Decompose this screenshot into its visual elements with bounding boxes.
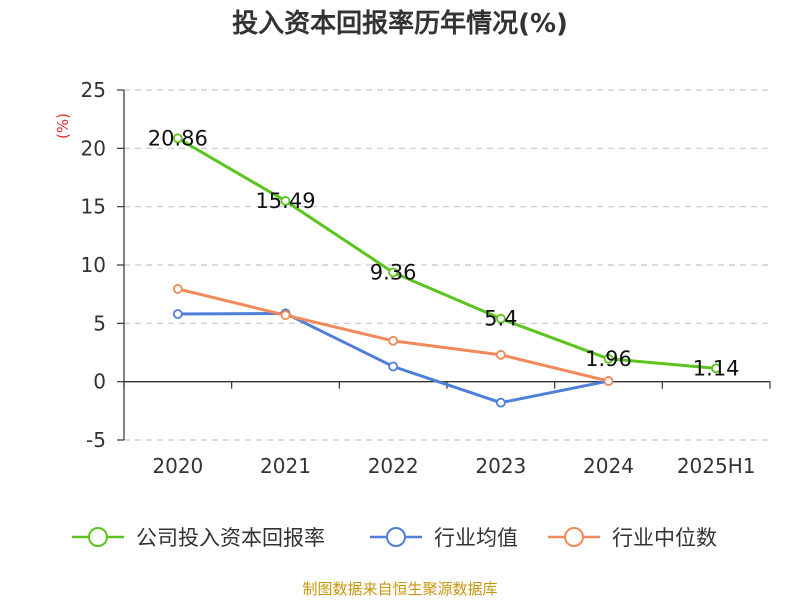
y-axis-ticks: 25 20 15 10 5 0 -5 — [81, 78, 124, 452]
data-label: 1.96 — [585, 347, 632, 371]
legend-label: 公司投入资本回报率 — [136, 526, 325, 550]
data-point — [603, 353, 614, 364]
series-lines — [172, 133, 722, 408]
y-axis-unit-label: (%) — [54, 113, 72, 139]
data-labels: 20.86 15.49 9.36 5.4 1.96 1.14 — [148, 126, 740, 380]
data-point — [172, 284, 183, 294]
legend-marker — [386, 527, 406, 547]
data-point — [495, 397, 506, 408]
x-tick-label: 2025H1 — [677, 454, 756, 478]
y-tick-label: 20 — [81, 136, 106, 160]
data-point — [280, 310, 291, 321]
legend-label: 行业中位数 — [612, 526, 717, 550]
legend-marker — [564, 527, 584, 547]
x-axis-ticks: 2020 2021 2022 2023 2024 2025H1 — [152, 454, 755, 478]
data-label: 9.36 — [370, 260, 417, 284]
legend-label: 行业均值 — [434, 526, 518, 550]
x-tick-label: 2021 — [260, 454, 311, 478]
data-point — [603, 376, 614, 386]
data-point — [172, 309, 183, 319]
series-line — [177, 137, 717, 370]
data-point — [172, 133, 183, 144]
grid-lines — [124, 89, 770, 441]
y-tick-label: 25 — [81, 78, 106, 102]
data-label: 15.49 — [255, 189, 315, 213]
data-point — [495, 313, 506, 324]
x-tick-label: 2023 — [475, 454, 526, 478]
source-note: 制图数据来自恒生聚源数据库 — [302, 580, 497, 598]
x-tick-label: 2020 — [152, 454, 203, 478]
data-point — [711, 363, 722, 374]
data-point — [388, 335, 399, 346]
data-point — [388, 361, 399, 372]
data-point — [495, 349, 506, 360]
y-tick-label: 0 — [93, 370, 106, 394]
legend: 公司投入资本回报率 行业均值 行业中位数 — [72, 526, 717, 550]
legend-marker — [88, 527, 108, 547]
y-tick-label: 10 — [81, 253, 106, 277]
x-tick-label: 2024 — [583, 454, 634, 478]
data-point — [388, 267, 399, 278]
data-label: 5.4 — [484, 307, 517, 331]
data-point — [280, 196, 291, 206]
data-label: 1.14 — [693, 356, 740, 380]
y-tick-label: -5 — [86, 428, 106, 452]
y-tick-label: 5 — [93, 311, 106, 335]
x-tick-label: 2022 — [368, 454, 419, 478]
chart-title: 投入资本回报率历年情况(%) — [232, 8, 568, 39]
series-line — [177, 311, 609, 405]
data-label: 20.86 — [148, 126, 208, 150]
y-tick-label: 15 — [81, 195, 106, 219]
